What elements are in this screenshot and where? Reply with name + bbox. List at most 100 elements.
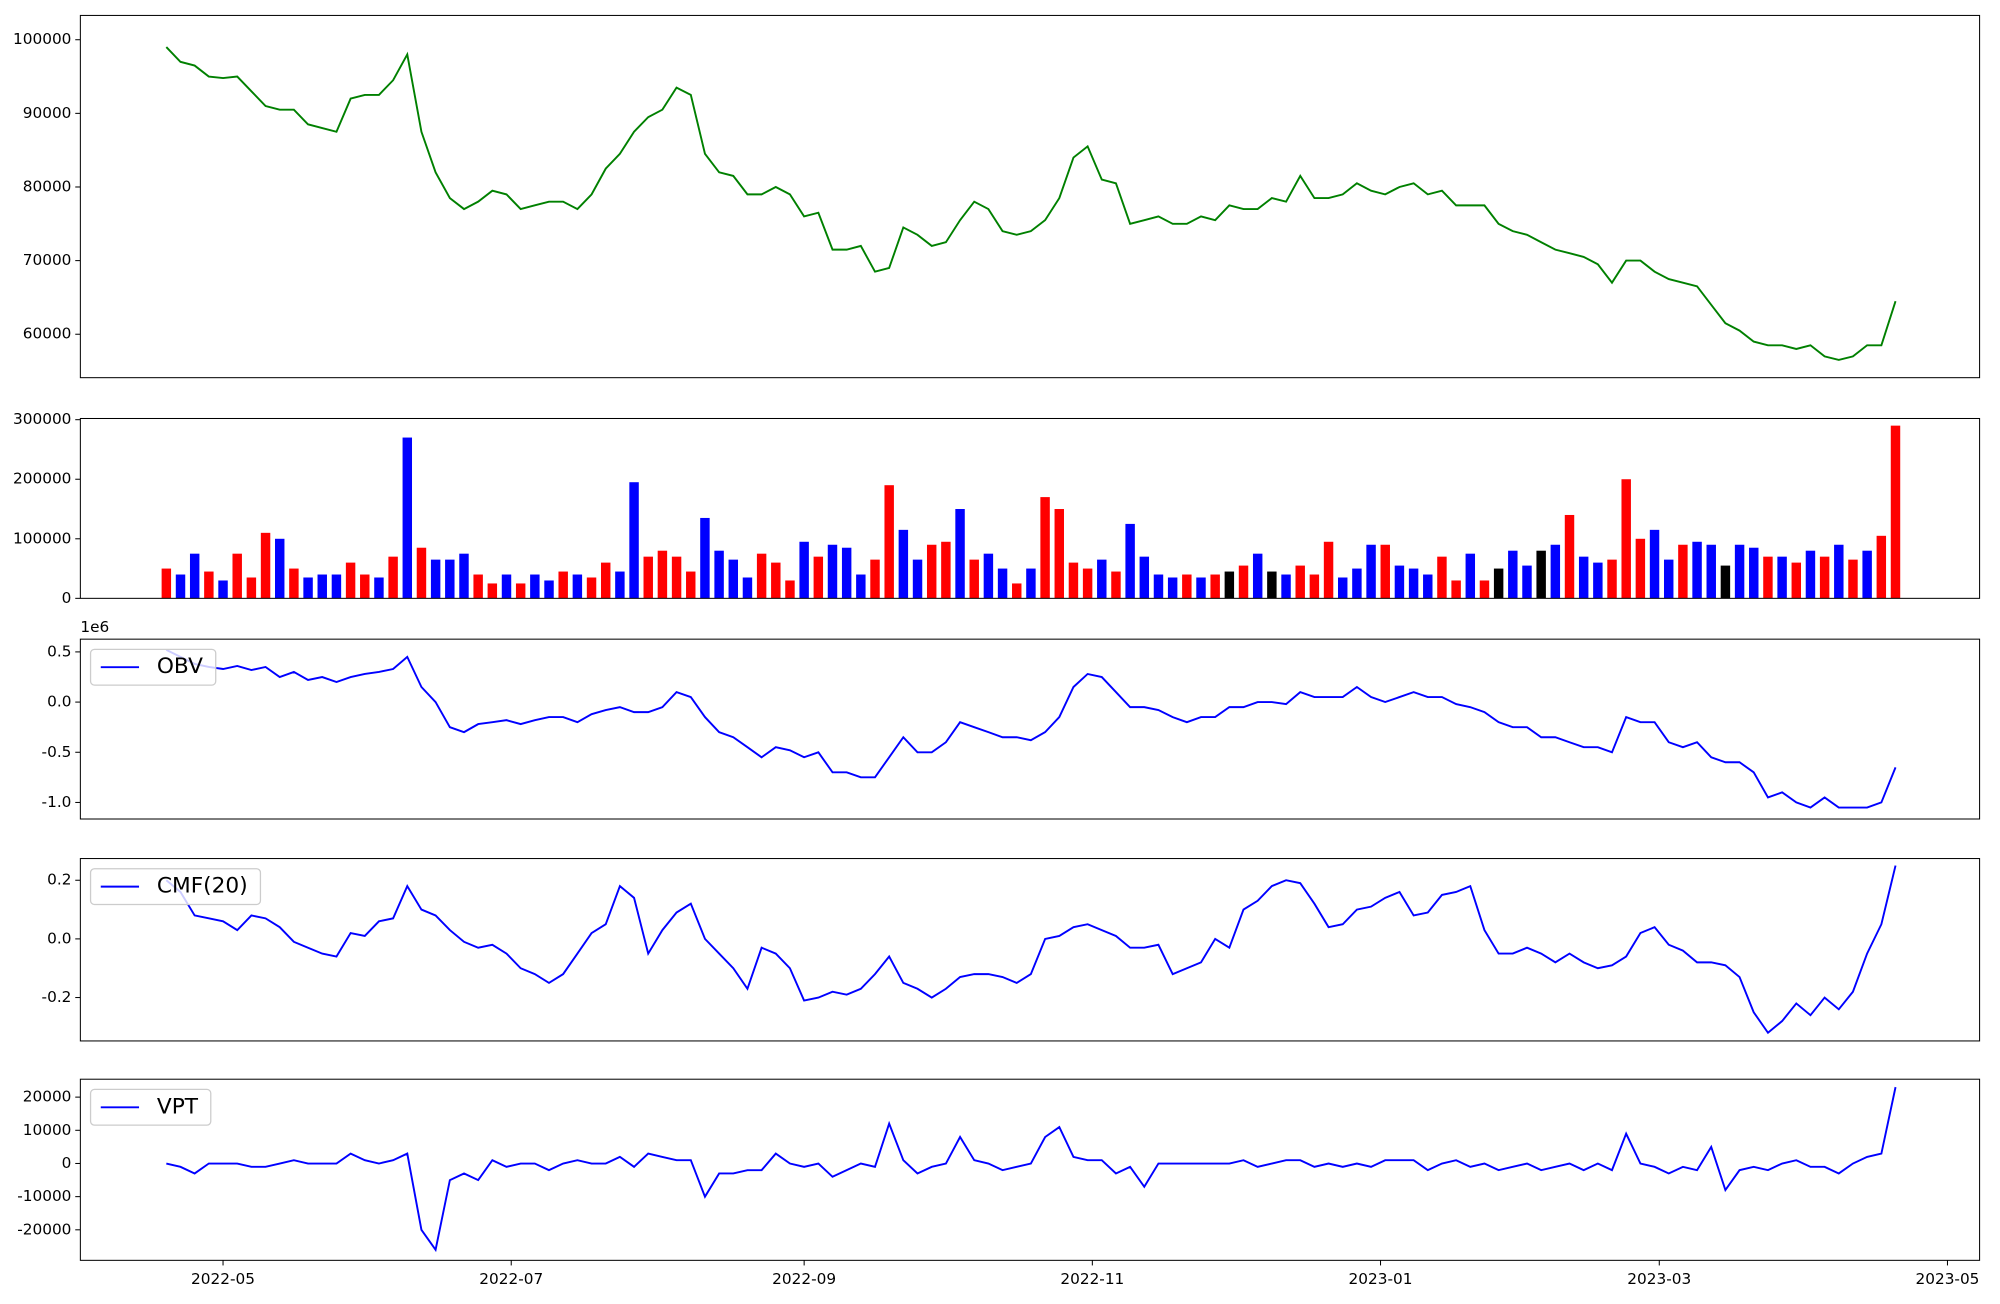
volume-bar xyxy=(473,574,483,599)
legend-box xyxy=(89,648,217,686)
x-tick-label: 2023-03 xyxy=(1627,1270,1691,1288)
y-tick-label: -10000 xyxy=(17,1187,71,1205)
volume-bar xyxy=(771,562,781,599)
y-tick-label: -0.2 xyxy=(42,988,72,1006)
y-tick-label: 60000 xyxy=(23,325,72,343)
volume-bar xyxy=(1309,574,1320,599)
volume-bar xyxy=(898,529,909,599)
volume-bar xyxy=(997,568,1008,599)
volume-bar xyxy=(317,574,327,599)
volume-bar xyxy=(1012,583,1022,599)
y-tick-label: 200000 xyxy=(13,470,71,488)
volume-bar xyxy=(1522,565,1532,599)
volume-bar xyxy=(558,571,568,599)
volume-bar xyxy=(983,553,994,599)
volume-bar xyxy=(1649,529,1660,599)
volume-bar xyxy=(204,571,214,599)
volume-bar xyxy=(1848,559,1858,599)
volume-bar xyxy=(756,553,767,599)
volume-bar xyxy=(1380,544,1390,599)
volume-bar xyxy=(360,574,370,599)
volume-bar xyxy=(1097,559,1107,599)
volume-bar xyxy=(586,577,597,599)
y-tick-label: 0.0 xyxy=(47,693,71,711)
legend: OBV xyxy=(89,648,217,686)
subplot: -1.0 -0.5 0.0 0.5 1e6 OBV xyxy=(42,618,1981,820)
volume-bar xyxy=(1068,562,1079,599)
y-tick-label: 0.0 xyxy=(47,929,71,947)
y-tick-label: 300000 xyxy=(13,410,71,428)
legend: VPT xyxy=(89,1088,212,1126)
volume-bar xyxy=(1210,574,1220,599)
y-tick-label: 100000 xyxy=(13,30,71,48)
volume-bar xyxy=(1763,556,1773,599)
volume-bar xyxy=(1182,574,1192,599)
volume-bar xyxy=(1352,568,1362,599)
volume-bar xyxy=(1890,425,1901,599)
volume-bar xyxy=(870,559,880,599)
y-tick-label: 100000 xyxy=(13,529,71,547)
volume-bar xyxy=(331,574,342,599)
volume-bar xyxy=(1040,497,1050,599)
y-tick-label: -20000 xyxy=(17,1220,71,1238)
volume-bar xyxy=(941,541,951,599)
volume-bar xyxy=(189,553,200,599)
legend-label: OBV xyxy=(157,654,203,679)
volume-bar xyxy=(1678,544,1688,599)
volume-bar xyxy=(1281,574,1291,599)
y-tick-label: 80000 xyxy=(23,177,72,195)
volume-bar xyxy=(430,559,441,599)
legend-label: CMF(20) xyxy=(157,874,248,899)
volume-bar xyxy=(416,547,427,599)
volume-bar xyxy=(175,574,186,599)
axes-frame xyxy=(79,417,1981,599)
volume-bar xyxy=(501,574,512,599)
volume-bar xyxy=(1252,553,1263,599)
volume-bar xyxy=(657,550,668,599)
volume-bar xyxy=(1111,571,1121,599)
y-tick-label: 10000 xyxy=(23,1121,72,1139)
y-tick-label: 0.5 xyxy=(47,642,71,660)
volume-bar xyxy=(1550,544,1561,599)
volume-bar xyxy=(1593,562,1603,599)
volume-bar xyxy=(714,550,724,599)
volume-bar xyxy=(728,559,739,599)
volume-bar xyxy=(955,509,965,599)
legend-box xyxy=(89,868,262,906)
x-tick-label: 2022-11 xyxy=(1060,1270,1124,1288)
volume-bar xyxy=(161,568,172,599)
volume-bar xyxy=(1082,568,1093,599)
axes-frame xyxy=(79,858,1981,1042)
volume-bar xyxy=(1366,544,1376,599)
volume-bar xyxy=(1437,556,1447,599)
volume-bar xyxy=(856,574,866,599)
volume-bar xyxy=(275,538,285,599)
volume-bar xyxy=(1720,565,1731,599)
subplot: -20000 -10000 0 10000 20000 VPT 2022-05 2022-07… xyxy=(17,1078,1981,1288)
volume-bar xyxy=(912,559,923,599)
volume-bar xyxy=(742,577,753,599)
subplot: -0.2 0.0 0.2 CMF(20) xyxy=(42,858,1981,1042)
volume-bar xyxy=(374,577,384,599)
volume-bar xyxy=(445,559,455,599)
volume-bar xyxy=(1876,535,1887,599)
volume-bar xyxy=(1493,568,1504,599)
volume-bar xyxy=(1791,562,1802,599)
volume-bar xyxy=(260,532,271,599)
y-tick-label: 20000 xyxy=(23,1088,72,1106)
y-tick-label: 90000 xyxy=(23,104,72,122)
x-tick-label: 2022-07 xyxy=(479,1270,543,1288)
volume-bar xyxy=(1394,565,1405,599)
volume-bar xyxy=(232,553,242,599)
volume-bar xyxy=(1139,556,1150,599)
volume-bar xyxy=(1607,559,1617,599)
series-line xyxy=(165,649,1897,809)
volume-bar xyxy=(1862,550,1872,599)
volume-bar xyxy=(813,556,824,599)
axes-frame xyxy=(79,14,1981,379)
x-tick-label: 2022-09 xyxy=(772,1270,836,1288)
volume-bar xyxy=(841,547,852,599)
y-tick-label: -0.5 xyxy=(42,743,72,761)
volume-bar xyxy=(700,517,710,599)
